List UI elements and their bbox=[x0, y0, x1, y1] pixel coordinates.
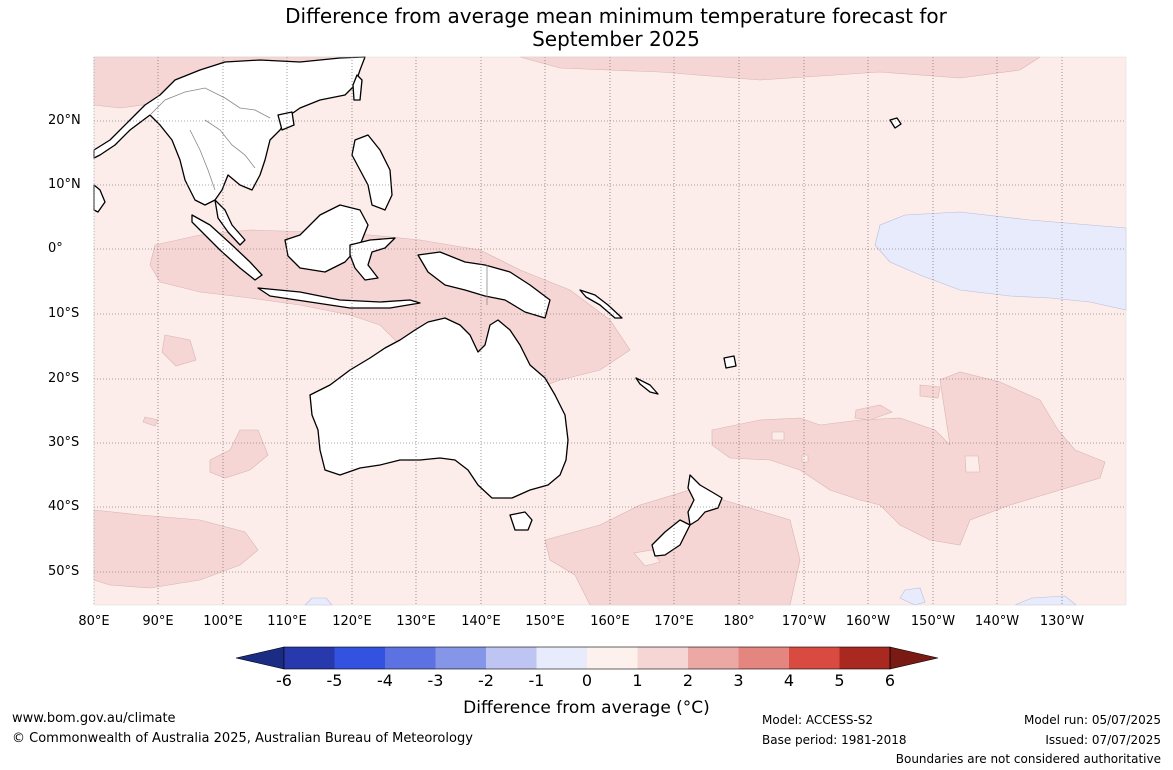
colorbar-tick-label: 1 bbox=[632, 671, 643, 690]
longitude-label: 170°W bbox=[781, 614, 827, 629]
colorbar-tick-label: 4 bbox=[783, 671, 795, 690]
footer-model: Model: ACCESS-S2 bbox=[762, 713, 874, 727]
longitude-label: 150°W bbox=[910, 614, 956, 629]
footer-copyright: © Commonwealth of Australia 2025, Austra… bbox=[12, 731, 473, 746]
footer-url[interactable]: www.bom.gov.au/climate bbox=[12, 711, 176, 726]
colorbar-tick-label: -4 bbox=[377, 671, 393, 690]
colorbar-tick-label: -3 bbox=[427, 671, 444, 690]
colorbar-frame bbox=[283, 646, 891, 670]
country-borders bbox=[149, 87, 488, 305]
colorbar-label: Difference from average (°C) bbox=[463, 698, 710, 718]
longitude-label: 140°W bbox=[974, 614, 1020, 629]
colorbar-extend-high bbox=[889, 646, 939, 670]
colorbar-bin bbox=[536, 647, 587, 669]
map-title-line-1: Difference from average mean minimum tem… bbox=[285, 4, 947, 28]
longitude-label: 160°E bbox=[590, 614, 630, 629]
footer-issued: Issued: 07/07/2025 bbox=[1045, 733, 1161, 747]
footer-disclaimer: Boundaries are not considered authoritat… bbox=[895, 752, 1161, 766]
longitude-label: 110°E bbox=[267, 614, 307, 629]
colorbar-extend-low bbox=[235, 646, 285, 670]
colorbar-tick-label: 3 bbox=[733, 671, 744, 690]
longitude-label: 120°E bbox=[332, 614, 372, 629]
map-title-line-2: September 2025 bbox=[532, 27, 700, 51]
longitude-label: 170°E bbox=[654, 614, 694, 629]
colorbar-bin bbox=[435, 647, 486, 669]
colorbar-tick-label: -1 bbox=[528, 671, 545, 690]
longitude-label: 130°W bbox=[1039, 614, 1085, 629]
colorbar-tick-label: 5 bbox=[834, 671, 845, 690]
latitude-label: 50°S bbox=[48, 564, 80, 579]
longitude-label: 130°E bbox=[396, 614, 436, 629]
longitude-label: 80°E bbox=[78, 614, 110, 629]
latitude-label: 20°S bbox=[48, 371, 80, 386]
latitude-label: 30°S bbox=[48, 435, 80, 450]
colorbar-bin bbox=[385, 647, 436, 669]
longitude-label: 140°E bbox=[461, 614, 501, 629]
colorbar-tick-label: 6 bbox=[884, 671, 896, 690]
anomaly-regions-neg bbox=[304, 211, 1127, 606]
colorbar-tick-label: -6 bbox=[276, 671, 292, 690]
latitude-label: 10°N bbox=[48, 177, 81, 192]
longitude-label: 150°E bbox=[525, 614, 565, 629]
longitude-label: 100°E bbox=[203, 614, 243, 629]
colorbar-bin bbox=[486, 647, 537, 669]
colorbar-bin bbox=[738, 647, 789, 669]
colorbar-bin bbox=[334, 647, 385, 669]
colorbar-tick-label: 0 bbox=[581, 671, 593, 690]
longitude-label: 160°W bbox=[845, 614, 891, 629]
colorbar-bin bbox=[284, 647, 335, 669]
latitude-label: 20°N bbox=[48, 113, 81, 128]
colorbar-bin bbox=[688, 647, 739, 669]
colorbar-tick-label: -2 bbox=[478, 671, 494, 690]
coastlines bbox=[93, 56, 902, 557]
anomaly-holes bbox=[633, 431, 981, 567]
latitude-label: 10°S bbox=[48, 306, 80, 321]
colorbar-bin bbox=[789, 647, 840, 669]
latitude-label: 0° bbox=[48, 241, 63, 256]
longitude-label: 90°E bbox=[142, 614, 174, 629]
colorbar-bin bbox=[587, 647, 638, 669]
colorbar-bin bbox=[839, 647, 890, 669]
latitude-label: 40°S bbox=[48, 499, 80, 514]
colorbar-bin bbox=[637, 647, 688, 669]
footer-model-run: Model run: 05/07/2025 bbox=[1023, 713, 1161, 727]
colorbar-tick-label: 2 bbox=[682, 671, 694, 690]
colorbar bbox=[235, 646, 939, 670]
colorbar-tick-label: -5 bbox=[326, 671, 343, 690]
longitude-label: 180° bbox=[723, 614, 755, 629]
footer-base-period: Base period: 1981-2018 bbox=[762, 733, 907, 747]
